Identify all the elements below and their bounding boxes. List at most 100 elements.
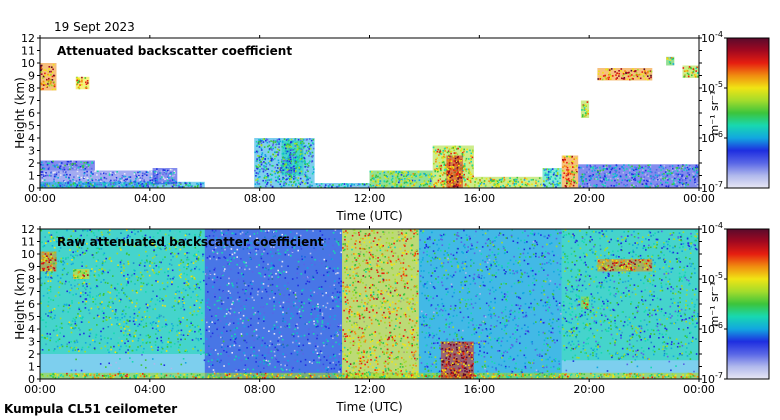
heatmap-pixel <box>235 355 237 358</box>
heatmap-pixel <box>159 300 161 303</box>
heatmap-pixel <box>468 162 471 164</box>
heatmap-pixel <box>274 151 276 153</box>
heatmap-pixel <box>180 273 182 275</box>
heatmap-pixel <box>65 280 67 283</box>
heatmap-pixel <box>60 344 63 346</box>
heatmap-pixel <box>587 109 589 112</box>
heatmap-pixel <box>395 177 397 179</box>
heatmap-pixel <box>254 151 256 154</box>
heatmap-pixel <box>633 186 636 188</box>
heatmap-pixel <box>133 273 136 275</box>
heatmap-pixel <box>107 303 110 306</box>
heatmap-pixel <box>505 184 508 186</box>
heatmap-pixel <box>448 154 451 156</box>
heatmap-pixel <box>310 139 313 142</box>
heatmap-pixel <box>287 140 290 143</box>
heatmap-pixel <box>304 153 306 156</box>
heatmap-pixel <box>181 298 184 300</box>
heatmap-pixel <box>565 165 568 168</box>
heatmap-pixel <box>67 160 70 163</box>
heatmap-pixel <box>604 168 606 170</box>
heatmap-pixel <box>81 80 83 83</box>
heatmap-pixel <box>141 185 143 187</box>
heatmap-pixel <box>79 235 81 237</box>
heatmap-pixel <box>582 176 585 178</box>
heatmap-pixel <box>162 299 164 302</box>
heatmap-pixel <box>125 176 127 179</box>
heatmap-pixel <box>194 246 197 249</box>
heatmap-pixel <box>152 242 155 244</box>
heatmap-pixel <box>230 319 232 321</box>
heatmap-pixel <box>138 323 141 326</box>
heatmap-pixel <box>454 179 456 182</box>
heatmap-pixel <box>100 177 102 179</box>
heatmap-pixel <box>138 176 140 178</box>
heatmap-pixel <box>260 161 262 163</box>
heatmap-pixel <box>462 166 465 168</box>
heatmap-pixel <box>666 57 668 60</box>
heatmap-pixel <box>111 174 114 176</box>
heatmap-pixel <box>165 183 168 186</box>
heatmap-pixel <box>432 176 435 178</box>
heatmap-pixel <box>438 167 440 170</box>
heatmap-pixel <box>44 276 47 278</box>
heatmap-pixel <box>85 161 88 164</box>
y-tick-label: 8 <box>28 82 35 95</box>
heatmap-pixel <box>443 169 446 171</box>
heatmap-pixel <box>136 182 139 185</box>
heatmap-pixel <box>650 76 652 79</box>
heatmap-pixel <box>296 159 299 161</box>
heatmap-pixel <box>58 185 60 188</box>
heatmap-pixel <box>587 113 589 115</box>
heatmap-pixel <box>291 246 294 249</box>
heatmap-pixel <box>93 347 96 349</box>
heatmap-pixel <box>464 180 466 182</box>
heatmap-pixel <box>546 176 548 179</box>
heatmap-pixel <box>146 174 148 176</box>
heatmap-pixel <box>256 145 258 147</box>
heatmap-pixel <box>98 315 100 318</box>
heatmap-pixel <box>493 178 496 181</box>
heatmap-pixel <box>109 291 111 294</box>
heatmap-pixel <box>85 283 88 285</box>
heatmap-pixel <box>605 68 607 71</box>
heatmap-pixel <box>125 178 128 181</box>
heatmap-pixel <box>50 276 52 279</box>
heatmap-pixel <box>466 151 468 153</box>
heatmap-pixel <box>89 332 92 335</box>
heatmap-pixel <box>375 176 377 178</box>
heatmap-pixel <box>611 167 614 170</box>
heatmap-pixel <box>643 179 645 182</box>
heatmap-pixel <box>672 170 675 173</box>
heatmap-pixel <box>188 286 190 288</box>
heatmap-pixel <box>50 316 52 319</box>
heatmap-pixel <box>91 238 94 241</box>
heatmap-pixel <box>681 179 684 182</box>
heatmap-pixel <box>157 349 159 351</box>
heatmap-pixel <box>46 287 49 290</box>
heatmap-pixel <box>84 243 86 245</box>
heatmap-pixel <box>694 183 697 185</box>
heatmap-pixel <box>171 183 174 186</box>
heatmap-pixel <box>642 169 644 171</box>
heatmap-pixel <box>280 164 283 167</box>
heatmap-pixel <box>198 235 200 238</box>
heatmap-pixel <box>518 184 520 186</box>
heatmap-pixel <box>549 171 552 173</box>
heatmap-pixel <box>390 172 392 175</box>
heatmap-pixel <box>298 160 301 162</box>
heatmap-pixel <box>687 172 690 174</box>
heatmap-pixel <box>199 288 202 291</box>
heatmap-pixel <box>635 72 638 74</box>
heatmap-pixel <box>155 328 158 330</box>
heatmap-pixel <box>685 177 687 180</box>
heatmap-pixel <box>161 304 164 307</box>
heatmap-pixel <box>451 147 453 150</box>
heatmap-pixel <box>194 326 196 328</box>
heatmap-pixel <box>617 178 619 181</box>
heatmap-pixel <box>102 253 105 256</box>
heatmap-pixel <box>295 155 298 158</box>
heatmap-pixel <box>263 161 265 163</box>
heatmap-pixel <box>196 182 198 185</box>
heatmap-pixel <box>139 240 142 242</box>
